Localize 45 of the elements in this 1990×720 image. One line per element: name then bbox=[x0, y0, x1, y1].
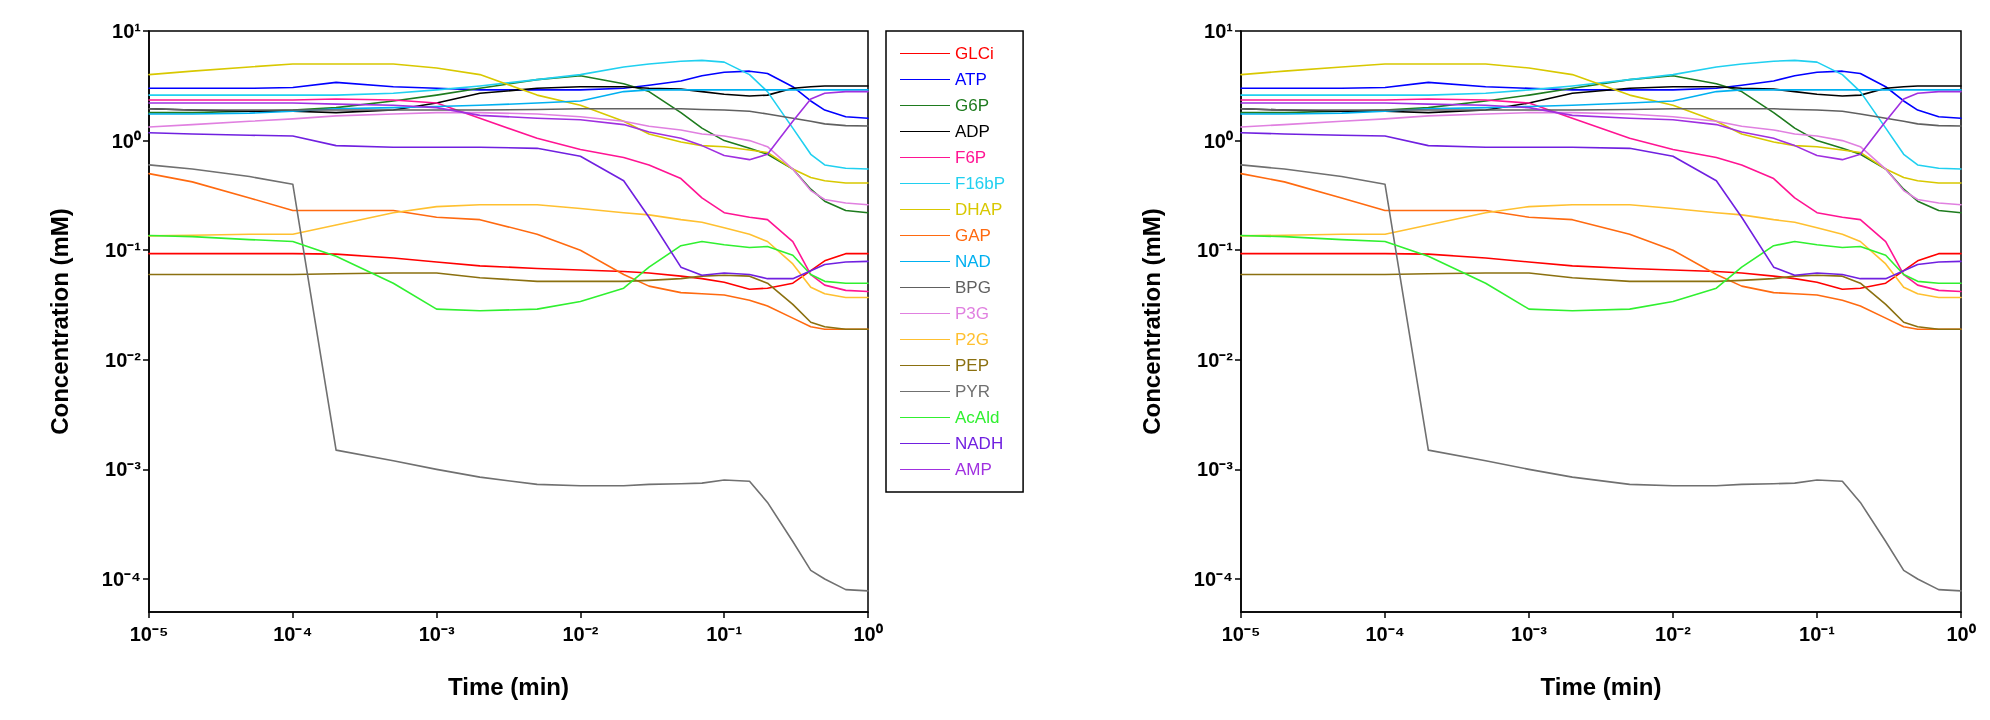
y-tick-label: 10⁰ bbox=[111, 129, 141, 152]
x-tick-label: 10⁻⁴ bbox=[273, 623, 313, 645]
legend-label: DHAP bbox=[955, 200, 1003, 219]
y-tick-label: 10⁻¹ bbox=[1197, 239, 1234, 262]
legend-label: GLCi bbox=[955, 44, 994, 63]
y-tick-label: 10⁻⁴ bbox=[1193, 568, 1233, 591]
y-tick-label: 10⁻³ bbox=[1197, 458, 1234, 481]
x-tick-label: 10⁻⁵ bbox=[129, 623, 169, 645]
x-tick-label: 10⁻³ bbox=[418, 623, 455, 645]
legend-label: ADP bbox=[955, 122, 990, 141]
x-tick-label: 10⁻³ bbox=[1511, 623, 1548, 645]
x-tick-label: 10⁻⁴ bbox=[1365, 623, 1405, 645]
legend-label: P3G bbox=[955, 304, 990, 323]
legend-label: NADH bbox=[955, 434, 1004, 453]
x-tick-label: 10⁻² bbox=[1655, 623, 1692, 645]
legend-label: AcAld bbox=[955, 408, 1000, 427]
legend-label: ATP bbox=[955, 70, 987, 89]
y-tick-label: 10⁻⁴ bbox=[101, 568, 141, 591]
x-tick-label: 10⁻⁵ bbox=[1221, 623, 1261, 645]
x-axis-title: Time (min) bbox=[1540, 672, 1662, 700]
legend-label: GAP bbox=[955, 226, 991, 245]
x-tick-label: 10⁻² bbox=[562, 623, 599, 645]
y-tick-label: 10⁻³ bbox=[105, 458, 142, 481]
legend-label: PYR bbox=[955, 382, 990, 401]
legend-label: F16bP bbox=[955, 174, 1006, 193]
y-tick-label: 10¹ bbox=[1204, 20, 1234, 42]
x-tick-label: 10⁻¹ bbox=[706, 623, 743, 645]
x-tick-label: 10⁻¹ bbox=[1799, 623, 1836, 645]
y-tick-label: 10⁻¹ bbox=[105, 239, 142, 262]
legend-label: G6P bbox=[955, 96, 990, 115]
legend-label: P2G bbox=[955, 330, 990, 349]
y-tick-label: 10⁻² bbox=[105, 348, 142, 371]
legend-label: AMP bbox=[955, 460, 992, 479]
y-tick-label: 10⁻² bbox=[1197, 348, 1234, 371]
y-tick-label: 10⁰ bbox=[1203, 129, 1233, 152]
x-axis-title: Time (min) bbox=[448, 672, 569, 700]
y-tick-label: 10¹ bbox=[112, 20, 142, 42]
x-tick-label: 10⁰ bbox=[1946, 623, 1976, 645]
legend-label: PEP bbox=[955, 356, 990, 375]
y-axis-title: Concentration (mM) bbox=[1137, 208, 1165, 435]
y-axis-title: Concentration (mM) bbox=[45, 208, 73, 435]
legend-label: F6P bbox=[955, 148, 987, 167]
legend-label: NAD bbox=[955, 252, 991, 271]
legend-label: BPG bbox=[955, 278, 991, 297]
x-tick-label: 10⁰ bbox=[853, 623, 883, 645]
